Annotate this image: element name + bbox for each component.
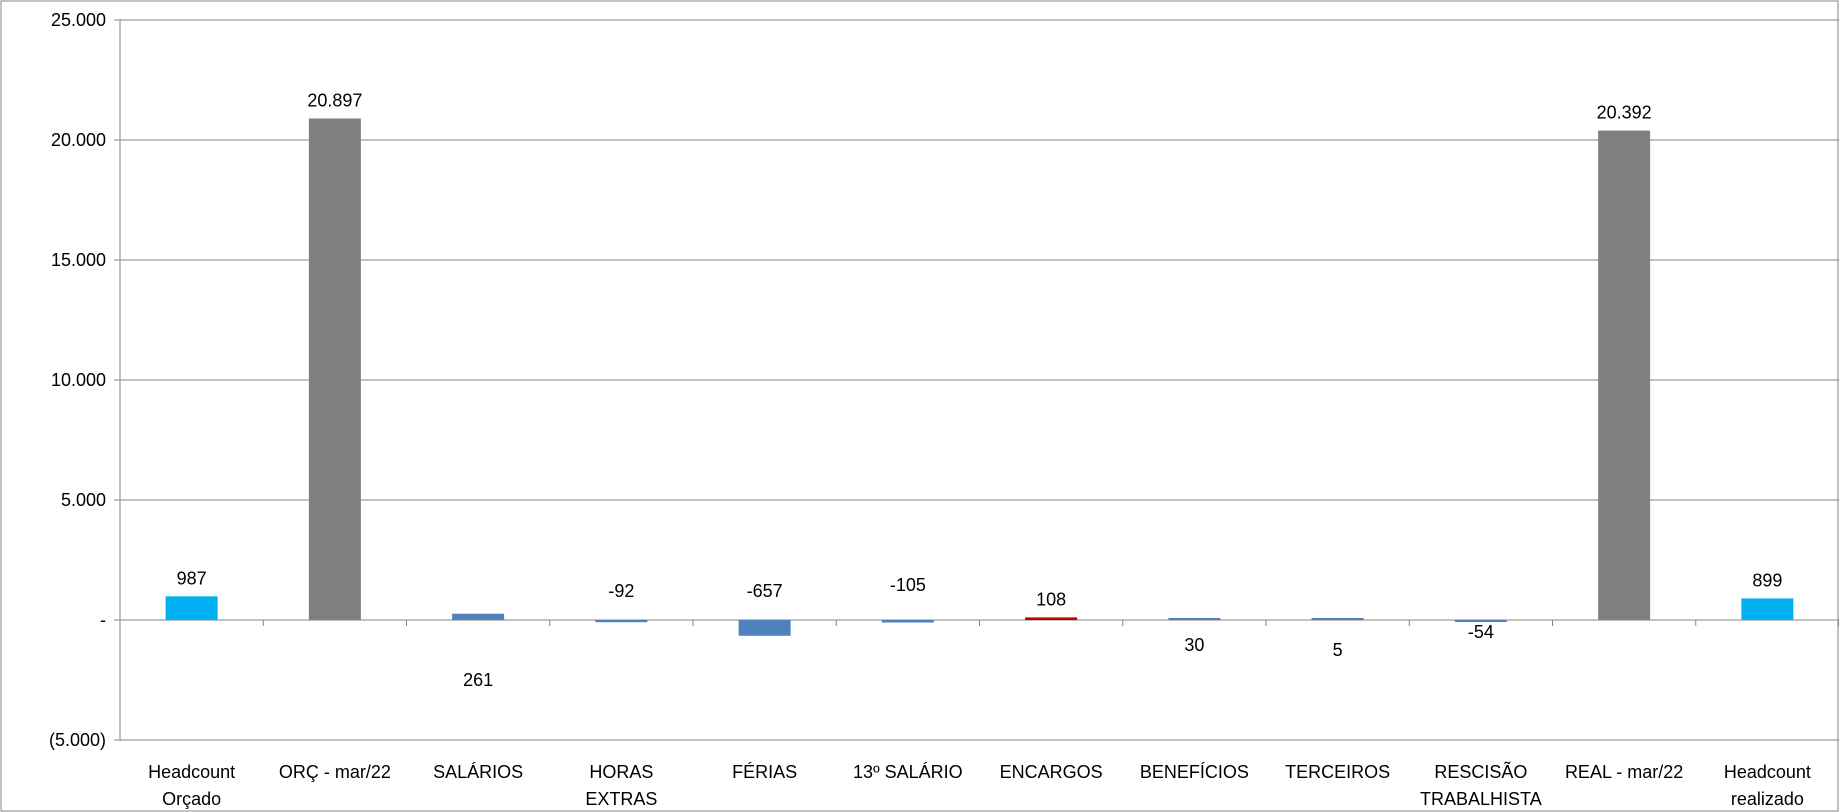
x-category-label: BENEFÍCIOS: [1140, 762, 1249, 782]
bar: [738, 620, 791, 636]
bar: [452, 613, 505, 620]
data-label: -657: [747, 581, 783, 601]
bar: [1025, 617, 1078, 620]
data-label: -92: [608, 581, 634, 601]
data-label: 20.897: [307, 90, 362, 110]
bars: [165, 118, 1794, 636]
data-label: -54: [1468, 622, 1494, 642]
bar: [881, 620, 934, 623]
data-label: 30: [1184, 635, 1204, 655]
bar: [1168, 618, 1221, 620]
x-axis: Headcount Orçado ORÇ - mar/22 SALÁRIOS HORAS…: [119, 619, 1839, 809]
y-tick-label: 10.000: [51, 370, 106, 390]
data-label: 261: [463, 670, 493, 690]
bar: [308, 118, 361, 621]
x-category-label: TERCEIROS: [1285, 762, 1390, 782]
y-tick-label: (5.000): [49, 730, 106, 750]
y-tick-label: 5.000: [61, 490, 106, 510]
x-category-label: SALÁRIOS: [433, 762, 523, 782]
y-axis: 25.000 20.000 15.000 10.000 5.000 - (5.000): [49, 10, 121, 750]
bar: [1311, 618, 1364, 620]
data-label: 899: [1752, 570, 1782, 590]
x-category-label: TRABALHISTA: [1420, 789, 1542, 809]
x-category-label: Orçado: [162, 789, 221, 809]
data-label: 108: [1036, 589, 1066, 609]
x-category-label: REAL - mar/22: [1565, 762, 1683, 782]
x-category-label: HORAS: [589, 762, 653, 782]
bar: [165, 596, 218, 620]
x-category-label: Headcount: [148, 762, 235, 782]
x-category-label: RESCISÃO: [1434, 761, 1527, 782]
gridlines: [120, 19, 1839, 741]
data-label: 5: [1333, 640, 1343, 660]
y-tick-label: 15.000: [51, 250, 106, 270]
bar: [1454, 620, 1507, 622]
data-label: 20.392: [1597, 103, 1652, 123]
x-category-label: EXTRAS: [585, 789, 657, 809]
x-category-label: ENCARGOS: [1000, 762, 1103, 782]
bar: [1741, 598, 1794, 620]
bar: [1598, 130, 1651, 621]
data-labels: 987 20.897 261 -92 -657 -105 108 30 5 -54 20.392 89…: [177, 90, 1783, 690]
bar: [595, 620, 648, 623]
data-label: 987: [177, 568, 207, 588]
x-category-label: realizado: [1731, 789, 1804, 809]
x-category-label: 13º SALÁRIO: [853, 762, 963, 782]
y-tick-label: 25.000: [51, 10, 106, 30]
x-category-label: ORÇ - mar/22: [279, 762, 391, 782]
y-tick-label: 20.000: [51, 130, 106, 150]
data-label: -105: [890, 575, 926, 595]
x-category-label: FÉRIAS: [732, 762, 797, 782]
y-tick-label: -: [100, 610, 106, 630]
x-category-label: Headcount: [1724, 762, 1811, 782]
